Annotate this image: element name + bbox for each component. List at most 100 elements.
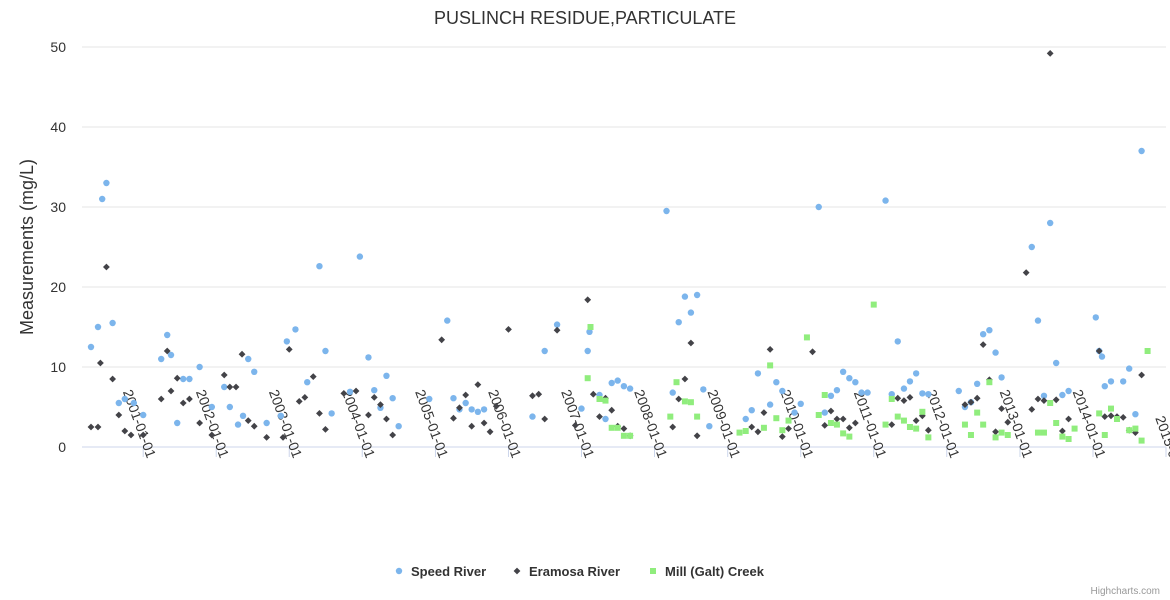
data-point[interactable] xyxy=(158,355,165,363)
data-point[interactable] xyxy=(754,428,762,436)
data-point[interactable] xyxy=(773,415,780,422)
data-point[interactable] xyxy=(263,419,270,427)
legend-label[interactable]: Eramosa River xyxy=(529,564,620,579)
data-point[interactable] xyxy=(234,421,242,428)
data-point[interactable] xyxy=(1132,411,1139,418)
data-point[interactable] xyxy=(779,427,786,434)
data-point[interactable] xyxy=(174,419,181,427)
data-point[interactable] xyxy=(121,427,129,435)
data-point[interactable] xyxy=(468,406,475,413)
data-point[interactable] xyxy=(888,396,895,402)
data-point[interactable] xyxy=(587,324,594,330)
data-point[interactable] xyxy=(553,321,561,328)
data-point[interactable] xyxy=(1059,433,1066,440)
data-point[interactable] xyxy=(864,389,871,396)
data-point[interactable] xyxy=(179,399,187,407)
data-point[interactable] xyxy=(839,368,847,375)
data-point[interactable] xyxy=(370,394,378,401)
data-point[interactable] xyxy=(961,421,968,428)
data-point[interactable] xyxy=(882,421,889,428)
data-point[interactable] xyxy=(1119,378,1127,385)
data-point[interactable] xyxy=(912,370,920,377)
data-point[interactable] xyxy=(480,406,488,413)
data-point[interactable] xyxy=(584,347,591,355)
data-point[interactable] xyxy=(456,404,463,412)
data-point[interactable] xyxy=(900,417,907,424)
data-point[interactable] xyxy=(760,424,767,431)
data-point[interactable] xyxy=(322,347,329,355)
data-point[interactable] xyxy=(1004,418,1012,426)
data-point[interactable] xyxy=(980,421,987,428)
data-point[interactable] xyxy=(913,425,920,432)
data-point[interactable] xyxy=(596,396,603,402)
data-point[interactable] xyxy=(94,323,102,331)
data-point[interactable] xyxy=(614,424,621,431)
data-point[interactable] xyxy=(694,413,701,420)
data-point[interactable] xyxy=(1034,395,1042,403)
data-point[interactable] xyxy=(164,331,171,339)
data-point[interactable] xyxy=(157,395,165,403)
data-point[interactable] xyxy=(474,408,482,415)
data-point[interactable] xyxy=(906,394,914,401)
data-point[interactable] xyxy=(322,426,329,433)
data-point[interactable] xyxy=(1040,392,1048,399)
data-point[interactable] xyxy=(208,403,216,411)
data-point[interactable] xyxy=(973,380,981,387)
data-point[interactable] xyxy=(998,429,1005,436)
data-point[interactable] xyxy=(809,348,816,356)
data-point[interactable] xyxy=(986,327,993,334)
data-point[interactable] xyxy=(1022,269,1030,276)
data-point[interactable] xyxy=(919,390,926,397)
data-point[interactable] xyxy=(839,415,847,423)
data-point[interactable] xyxy=(967,432,974,438)
data-point[interactable] xyxy=(779,387,786,395)
data-point[interactable] xyxy=(681,375,689,383)
data-point[interactable] xyxy=(226,403,234,411)
data-point[interactable] xyxy=(140,411,147,419)
data-point[interactable] xyxy=(748,407,755,414)
data-point[interactable] xyxy=(196,363,203,371)
data-point[interactable] xyxy=(444,317,451,324)
data-point[interactable] xyxy=(888,391,895,398)
data-point[interactable] xyxy=(870,301,877,308)
data-point[interactable] xyxy=(328,410,335,417)
legend-marker[interactable] xyxy=(650,568,656,574)
data-point[interactable] xyxy=(673,379,680,386)
data-point[interactable] xyxy=(1138,437,1145,444)
data-point[interactable] xyxy=(955,387,962,395)
data-point[interactable] xyxy=(239,412,247,419)
data-point[interactable] xyxy=(754,370,762,377)
data-point[interactable] xyxy=(220,371,228,379)
data-point[interactable] xyxy=(833,415,841,423)
data-point[interactable] xyxy=(584,375,591,382)
data-point[interactable] xyxy=(1028,406,1036,413)
data-point[interactable] xyxy=(748,423,756,431)
data-point[interactable] xyxy=(589,390,597,398)
data-point[interactable] xyxy=(1034,429,1041,436)
data-point[interactable] xyxy=(974,409,981,416)
data-point[interactable] xyxy=(912,417,920,424)
data-point[interactable] xyxy=(827,420,834,426)
data-point[interactable] xyxy=(377,401,384,408)
data-point[interactable] xyxy=(97,359,104,367)
data-point[interactable] xyxy=(785,425,792,432)
data-point[interactable] xyxy=(833,421,840,428)
data-point[interactable] xyxy=(186,395,193,403)
data-point[interactable] xyxy=(94,423,102,431)
data-point[interactable] xyxy=(900,397,908,404)
data-point[interactable] xyxy=(584,296,592,304)
data-point[interactable] xyxy=(620,383,628,390)
data-point[interactable] xyxy=(1132,425,1139,432)
data-point[interactable] xyxy=(529,392,536,400)
data-point[interactable] xyxy=(340,390,348,397)
data-point[interactable] xyxy=(979,341,987,348)
data-point[interactable] xyxy=(852,379,859,386)
data-point[interactable] xyxy=(693,291,701,299)
data-point[interactable] xyxy=(888,421,896,428)
data-point[interactable] xyxy=(925,434,932,441)
data-point[interactable] xyxy=(167,351,175,359)
data-point[interactable] xyxy=(309,373,317,380)
data-point[interactable] xyxy=(700,386,707,393)
data-point[interactable] xyxy=(998,374,1005,381)
data-point[interactable] xyxy=(742,428,749,434)
